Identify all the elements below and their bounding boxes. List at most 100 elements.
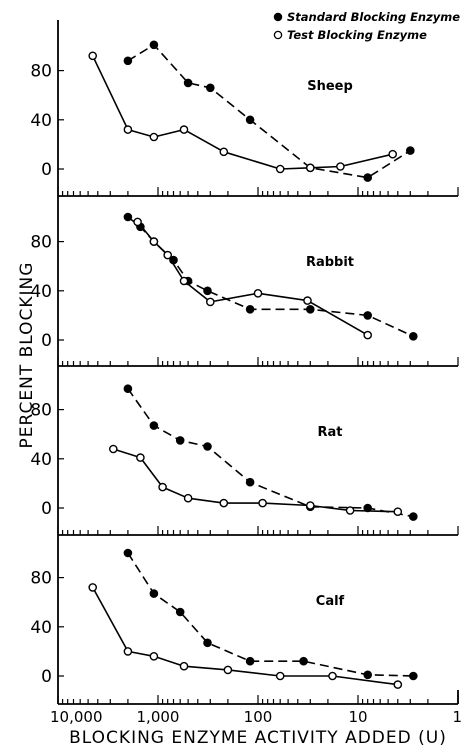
data-point-test-blocking-enzyme [258,498,267,508]
data-point-test-blocking-enzyme [303,296,312,305]
y-tick-label: 80 [30,62,52,82]
data-point-test-blocking-enzyme [163,250,172,260]
data-point-test-blocking-enzyme [219,147,229,157]
data-point-test-blocking-enzyme [275,671,285,681]
data-point-test-blocking-enzyme [393,680,403,689]
data-point-standard-blocking-enzyme [245,115,255,125]
data-point-standard-blocking-enzyme [123,56,133,66]
data-point-test-blocking-enzyme [223,665,233,675]
series-line-test-blocking-enzyme [91,587,398,686]
legend-marker-test [273,30,283,40]
data-point-standard-blocking-enzyme [363,173,373,182]
panel-calf: 0 40 80 Calf [30,535,459,705]
data-point-standard-blocking-enzyme [175,436,185,445]
data-point-test-blocking-enzyme [305,163,315,173]
data-point-test-blocking-enzyme [219,498,229,508]
data-point-test-blocking-enzyme [123,125,133,134]
data-point-test-blocking-enzyme [363,330,373,340]
data-point-test-blocking-enzyme [158,482,167,492]
data-point-test-blocking-enzyme [328,671,337,681]
data-point-test-blocking-enzyme [136,453,145,462]
data-point-test-blocking-enzyme [149,237,159,246]
x-tick-label: 10,000 [50,708,103,726]
series-line-test-blocking-enzyme [91,55,393,170]
data-point-standard-blocking-enzyme [203,638,212,648]
y-tick-label: 80 [30,569,52,589]
data-point-standard-blocking-enzyme [363,670,373,680]
data-point-test-blocking-enzyme [345,506,355,515]
y-tick-label: 0 [41,331,52,351]
data-point-standard-blocking-enzyme [305,304,315,314]
legend-marker-standard [273,12,283,22]
data-point-test-blocking-enzyme [133,217,142,227]
data-point-test-blocking-enzyme [88,583,97,592]
series-line-standard-blocking-enzyme [127,388,414,518]
data-point-standard-blocking-enzyme [149,40,159,50]
chart-panels: 0 40 80 Sheep 0 40 80 Rabbit 0 40 80 Rat 0 40 80 Calf [30,20,459,705]
panel-rabbit: 0 40 80 Rabbit [30,196,459,367]
data-point-test-blocking-enzyme [183,493,193,503]
data-point-standard-blocking-enzyme [245,477,255,487]
y-axis-title: PERCENT BLOCKING [17,262,37,449]
x-tick-label: 100 [244,708,273,726]
data-point-standard-blocking-enzyme [123,548,133,558]
data-point-test-blocking-enzyme [205,297,215,307]
legend: Standard Blocking Enzyme Test Blocking E… [273,10,460,42]
y-tick-label: 40 [30,450,52,470]
data-point-test-blocking-enzyme [179,125,189,134]
data-point-standard-blocking-enzyme [245,304,255,314]
data-point-standard-blocking-enzyme [183,78,193,88]
data-point-test-blocking-enzyme [305,501,315,510]
data-point-test-blocking-enzyme [388,149,398,159]
data-point-standard-blocking-enzyme [205,83,215,93]
y-tick-label: 40 [30,282,52,302]
data-point-test-blocking-enzyme [275,164,285,174]
x-axis-title: BLOCKING ENZYME ACTIVITY ADDED (U) [69,728,447,748]
data-point-test-blocking-enzyme [336,162,345,171]
data-point-standard-blocking-enzyme [175,607,185,617]
data-point-standard-blocking-enzyme [203,286,212,296]
data-point-standard-blocking-enzyme [299,656,308,666]
panel-label: Rat [318,425,343,440]
y-tick-label: 0 [41,499,52,519]
data-point-test-blocking-enzyme [149,652,159,661]
series-line-test-blocking-enzyme [136,221,369,336]
data-point-standard-blocking-enzyme [123,212,133,222]
panel-label: Sheep [307,79,353,94]
data-point-test-blocking-enzyme [88,51,97,61]
y-tick-label: 0 [41,160,52,180]
data-point-standard-blocking-enzyme [408,512,418,521]
legend-label-test: Test Blocking Enzyme [287,28,427,42]
data-point-standard-blocking-enzyme [408,331,418,341]
y-tick-label: 40 [30,111,52,131]
data-point-standard-blocking-enzyme [363,311,373,320]
data-point-standard-blocking-enzyme [405,146,415,155]
data-point-test-blocking-enzyme [123,647,133,656]
x-tick-label: 10 [348,708,367,726]
x-tick-label: 1 [452,708,462,726]
x-axis: 10,000 1,000 100 10 1 [50,708,462,726]
panel-label: Rabbit [306,255,354,270]
data-point-test-blocking-enzyme [179,276,189,286]
panel-sheep: 0 40 80 Sheep [30,20,459,704]
data-point-standard-blocking-enzyme [245,656,255,666]
data-point-standard-blocking-enzyme [408,671,418,681]
data-point-standard-blocking-enzyme [123,384,133,394]
y-tick-label: 80 [30,233,52,253]
panel-label: Calf [316,594,345,609]
data-point-standard-blocking-enzyme [149,589,159,598]
y-tick-label: 40 [30,618,52,638]
legend-label-standard: Standard Blocking Enzyme [287,10,460,24]
series-line-standard-blocking-enzyme [127,216,414,338]
data-point-standard-blocking-enzyme [149,421,159,430]
x-tick-label: 1,000 [137,708,180,726]
data-point-test-blocking-enzyme [393,507,403,517]
data-point-test-blocking-enzyme [109,444,118,454]
data-point-test-blocking-enzyme [179,661,189,671]
y-tick-label: 0 [41,667,52,687]
data-point-standard-blocking-enzyme [203,442,212,451]
y-tick-label: 80 [30,401,52,421]
data-point-test-blocking-enzyme [149,132,159,142]
series-line-standard-blocking-enzyme [127,552,414,677]
